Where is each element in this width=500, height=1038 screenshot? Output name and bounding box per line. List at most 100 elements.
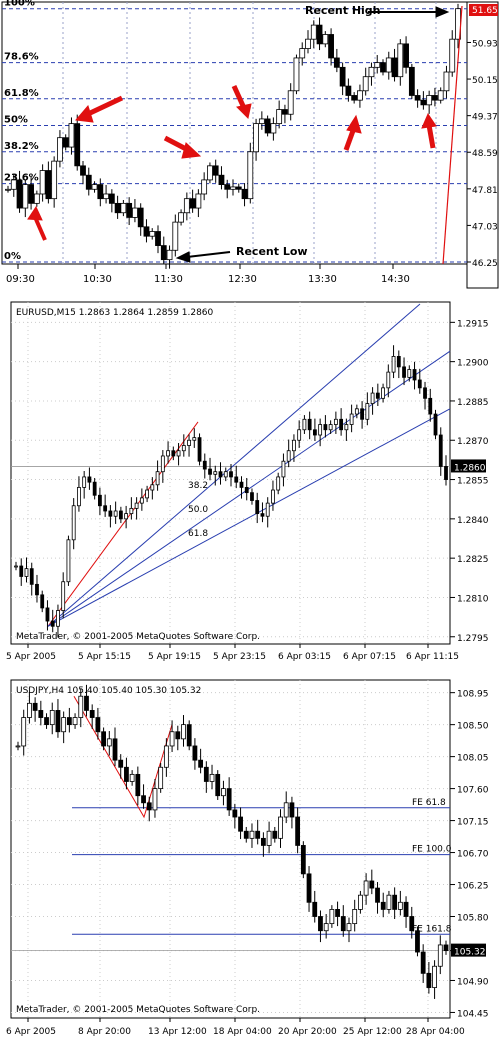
candle-body bbox=[318, 916, 323, 932]
axis-time-label: 14:30 bbox=[381, 274, 410, 285]
candle-body bbox=[74, 123, 81, 167]
candle-body bbox=[176, 450, 181, 457]
candle-body bbox=[212, 165, 219, 176]
trend-line bbox=[442, 5, 463, 265]
candle-body bbox=[35, 583, 39, 596]
candle-body bbox=[91, 184, 98, 190]
candle-body bbox=[414, 95, 421, 101]
candle-body bbox=[24, 568, 29, 577]
axis-price-label: 46.25 bbox=[472, 259, 498, 269]
fe-label: FE 161.8 bbox=[412, 924, 452, 934]
fan-label-500: 50.0 bbox=[188, 505, 208, 515]
candle-body bbox=[354, 408, 359, 415]
candle-body bbox=[264, 118, 271, 134]
candle-body bbox=[381, 387, 385, 399]
candle-body bbox=[112, 738, 118, 761]
axis-time-label: 09:30 bbox=[6, 274, 35, 285]
fib-retracement-chart: 100% 78.6% 61.8% 50% 38.2% 23.6% 0% 50.93 50.15… bbox=[1, 0, 499, 289]
candle-body bbox=[289, 802, 295, 818]
candle-body bbox=[380, 901, 386, 910]
candle-body bbox=[351, 95, 358, 101]
candle-body bbox=[229, 471, 233, 478]
axis-time-label: 6 Apr 11:15 bbox=[406, 652, 459, 662]
candle-body bbox=[407, 369, 412, 378]
candle-body bbox=[39, 170, 46, 195]
candle-body bbox=[49, 710, 55, 726]
candle-body bbox=[300, 845, 306, 875]
candle-body bbox=[432, 965, 437, 988]
fib-label: 61.8% bbox=[4, 88, 39, 99]
candle-body bbox=[250, 492, 254, 501]
candle-body bbox=[158, 766, 164, 789]
candle-body bbox=[98, 494, 102, 507]
candle-body bbox=[66, 717, 72, 726]
candle-body bbox=[340, 916, 346, 932]
axis-price-label: 50.15 bbox=[472, 76, 498, 86]
candle-body bbox=[443, 944, 449, 952]
fib-label: 0% bbox=[4, 251, 21, 262]
candles-1 bbox=[5, 3, 461, 269]
candle-body bbox=[82, 476, 87, 488]
candle-body bbox=[396, 356, 401, 368]
candle-body bbox=[45, 607, 50, 622]
candle-body bbox=[208, 468, 212, 475]
candle-body bbox=[305, 38, 311, 49]
candle-body bbox=[22, 184, 29, 209]
current-price-badge bbox=[469, 4, 498, 16]
candle-body bbox=[433, 413, 438, 436]
candle-body bbox=[426, 95, 433, 106]
candle-body bbox=[51, 160, 58, 200]
fib-label: 50% bbox=[4, 114, 28, 125]
axis-price-label: 48.59 bbox=[472, 149, 498, 159]
candle-body bbox=[437, 944, 443, 967]
candle-body bbox=[103, 505, 108, 512]
candle-body bbox=[32, 702, 38, 711]
time-axis-3: 6 Apr 2005 8 Apr 20:00 13 Apr 12:00 18 Apr … bbox=[6, 1018, 465, 1037]
candle-body bbox=[310, 24, 317, 40]
candle-body bbox=[323, 923, 329, 932]
candle-body bbox=[101, 731, 106, 747]
candle-body bbox=[92, 481, 97, 496]
candle-body bbox=[155, 471, 160, 486]
candle-body bbox=[150, 484, 155, 491]
candle-body bbox=[438, 434, 443, 467]
axis-time-label: 6 Apr 2005 bbox=[6, 1027, 56, 1037]
candle-body bbox=[160, 455, 165, 473]
candle-body bbox=[232, 809, 238, 818]
candle-body bbox=[120, 202, 127, 214]
fan-line bbox=[47, 303, 421, 627]
candle-body bbox=[192, 437, 197, 441]
candle-body bbox=[129, 507, 134, 515]
candle-body bbox=[329, 909, 335, 925]
candle-body bbox=[380, 62, 386, 73]
candle-body bbox=[345, 85, 352, 96]
candle-body bbox=[260, 837, 266, 846]
candle-body bbox=[132, 207, 138, 218]
candle-body bbox=[166, 249, 173, 261]
candle-body bbox=[402, 366, 406, 378]
candle-body bbox=[78, 695, 84, 718]
candle-body bbox=[292, 439, 296, 452]
axis-price-label: 1.2915 bbox=[457, 319, 489, 329]
candle-body bbox=[169, 731, 175, 747]
candle-body bbox=[344, 424, 349, 431]
candle-body bbox=[62, 137, 69, 148]
black-arrow-icon bbox=[175, 6, 450, 263]
candle-body bbox=[149, 231, 156, 237]
time-axis-2: 5 Apr 2005 5 Apr 15:15 5 Apr 19:15 5 Apr 23… bbox=[6, 644, 459, 662]
copyright-3: MetaTrader, © 2001-2005 MetaQuotes Softw… bbox=[16, 1005, 260, 1015]
candle-body bbox=[415, 930, 420, 953]
candle-body bbox=[375, 887, 380, 903]
candle-body bbox=[143, 226, 150, 237]
candle-body bbox=[386, 894, 392, 910]
candle-body bbox=[16, 179, 23, 209]
candle-body bbox=[391, 57, 398, 78]
candle-body bbox=[152, 788, 158, 811]
axis-time-label: 10:30 bbox=[83, 274, 112, 285]
candle-body bbox=[218, 471, 223, 478]
candle-body bbox=[255, 500, 260, 515]
candle-body bbox=[27, 702, 32, 718]
axis-time-label: 11:30 bbox=[154, 274, 183, 285]
current-price-label: 1.2860 bbox=[454, 463, 486, 473]
axis-price-label: 108.50 bbox=[457, 722, 489, 732]
